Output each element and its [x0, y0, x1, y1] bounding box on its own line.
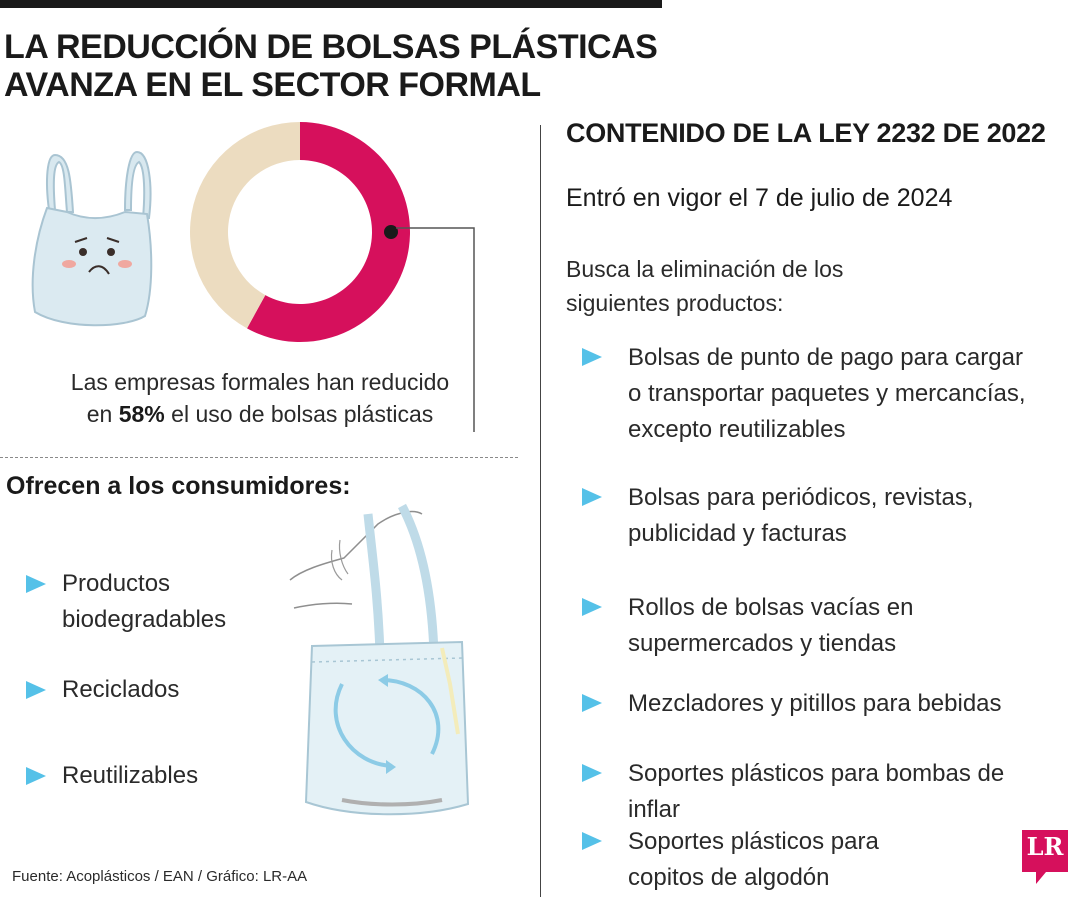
- product-line-1: Mezcladores y pitillos para bebidas: [628, 690, 1002, 717]
- lr-logo: LR: [1022, 830, 1068, 884]
- product-line-2: supermercados y tiendas: [628, 630, 897, 657]
- donut-slice-reducci-n: [247, 122, 410, 342]
- top-rule: [0, 0, 662, 8]
- page-title: LA REDUCCIÓN DE BOLSAS PLÁSTICAS AVANZA …: [4, 28, 704, 104]
- bullet-triangle-icon: [582, 488, 602, 506]
- callout-leader-line: [396, 227, 475, 432]
- product-item: Bolsas para periódicos, revistas, public…: [582, 480, 1052, 552]
- product-line-1: Bolsas para periódicos, revistas,: [628, 484, 974, 511]
- highlight-marker: [384, 225, 398, 239]
- bullet-triangle-icon: [582, 598, 602, 616]
- stat-suffix: el uso de bolsas plásticas: [164, 401, 434, 427]
- product-line-1: Soportes plásticos para bombas de inflar: [628, 760, 1005, 823]
- donut-slice-resto: [189, 122, 300, 329]
- product-line-1: Soportes plásticos para: [628, 828, 879, 855]
- product-item: Rollos de bolsas vacías en supermercados…: [582, 590, 1052, 662]
- bullet-triangle-icon: [582, 694, 602, 712]
- product-line-1: Bolsas de punto de pago para cargar: [628, 344, 1023, 371]
- title-line-1: LA REDUCCIÓN DE BOLSAS PLÁSTICAS: [4, 28, 658, 66]
- bullet-triangle-icon: [26, 575, 46, 593]
- product-item: Soportes plásticos para bombas de inflar: [582, 756, 1052, 828]
- law-heading: CONTENIDO DE LA LEY 2232 DE 2022: [566, 118, 1046, 148]
- stat-line-2: en 58% el uso de bolsas plásticas: [50, 398, 470, 430]
- product-item: Mezcladores y pitillos para bebidas: [582, 686, 1052, 722]
- product-line-2: o transportar paquetes y mercancías,: [628, 380, 1026, 407]
- product-line-2: publicidad y facturas: [628, 520, 847, 547]
- offer-item-line-1: Productos: [62, 570, 171, 597]
- bullet-triangle-icon: [26, 681, 46, 699]
- bullet-triangle-icon: [582, 348, 602, 366]
- offer-item: Productos biodegradables: [26, 566, 226, 638]
- reusable-tote-bag-icon: [289, 503, 470, 816]
- law-intro-line-2: siguientes productos:: [566, 290, 784, 316]
- lr-logo-shape: [1022, 830, 1068, 884]
- offer-heading: Ofrecen a los consumidores:: [6, 472, 351, 500]
- offer-item-line-1: Reutilizables: [62, 762, 199, 789]
- vertical-divider: [540, 125, 541, 897]
- product-line-2: copitos de algodón: [628, 864, 830, 891]
- bullet-triangle-icon: [582, 832, 602, 850]
- offer-item-line-2: biodegradables: [62, 606, 227, 633]
- law-intro-line-1: Busca la eliminación de los: [566, 256, 844, 282]
- bullet-triangle-icon: [582, 764, 602, 782]
- lr-logo-text: LR: [1026, 832, 1064, 861]
- law-effective-date: Entró en vigor el 7 de julio de 2024: [566, 184, 953, 212]
- offer-item: Reutilizables: [26, 758, 198, 794]
- reduction-stat: Las empresas formales han reducido en 58…: [50, 366, 470, 430]
- offer-item-line-1: Reciclados: [62, 676, 180, 703]
- stat-prefix: en: [86, 401, 119, 427]
- offer-item: Reciclados: [26, 672, 179, 708]
- donut-chart: [189, 122, 410, 342]
- law-intro: Busca la eliminación de los siguientes p…: [566, 252, 906, 320]
- product-item: Bolsas de punto de pago para cargar o tr…: [582, 340, 1052, 448]
- section-divider: [0, 457, 518, 458]
- source-credit: Fuente: Acoplásticos / EAN / Gráfico: LR…: [12, 868, 308, 885]
- product-item: Soportes plásticos para copitos de algod…: [582, 824, 1052, 896]
- title-line-2: AVANZA EN EL SECTOR FORMAL: [4, 66, 541, 104]
- stat-line-1: Las empresas formales han reducido: [70, 369, 450, 395]
- stat-value: 58%: [118, 401, 165, 427]
- product-line-1: Rollos de bolsas vacías en: [628, 594, 914, 621]
- product-line-3: excepto reutilizables: [628, 416, 846, 443]
- bullet-triangle-icon: [26, 767, 46, 785]
- sad-plastic-bag-icon: [31, 150, 153, 327]
